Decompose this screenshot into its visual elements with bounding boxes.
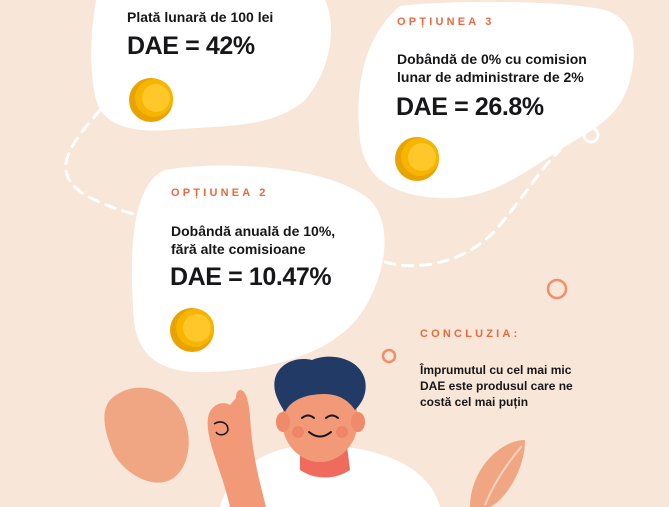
- option-2-description-line2: fără alte comisioane: [171, 241, 306, 257]
- person-head: [282, 378, 358, 462]
- dashed-connector-right: [383, 148, 562, 268]
- person-smile: [308, 431, 332, 438]
- option-3-dae: DAE = 26.8%: [396, 93, 544, 121]
- option-3-description-line2: lunar de administrare de 2%: [397, 69, 584, 85]
- person-eye: [301, 414, 315, 419]
- person-hand-outline: [213, 421, 229, 436]
- coin-icon: [395, 137, 439, 181]
- option-1-dae: DAE = 42%: [127, 32, 255, 60]
- conclusion-label: CONCLUZIA:: [420, 328, 521, 340]
- option-2-dae: DAE = 10.47%: [170, 263, 332, 291]
- deco-circle: [381, 348, 397, 364]
- option-2-description-line1: Dobândă anuală de 10%,: [171, 223, 336, 239]
- person-hand: [207, 390, 266, 507]
- person-ear: [276, 412, 290, 432]
- deco-leaf: [470, 440, 525, 507]
- option-3-label: OPȚIUNEA 3: [397, 16, 495, 28]
- deco-blob: [104, 387, 189, 483]
- coin-icon: [170, 308, 214, 352]
- conclusion-text-line1: Împrumutul cu cel mai mic: [420, 363, 572, 377]
- deco-leaf-vein: [484, 445, 523, 506]
- conclusion-text-line2: DAE este produsul care ne: [420, 379, 573, 393]
- option-2-label: OPȚIUNEA 2: [171, 187, 269, 199]
- person-hair: [274, 356, 366, 412]
- person-cheek: [292, 426, 304, 438]
- option-1-description: Plată lunară de 100 lei: [127, 9, 274, 25]
- coin-icon: [129, 78, 173, 122]
- option-3-description-line1: Dobândă de 0% cu comision: [397, 51, 587, 67]
- deco-circle: [546, 278, 568, 300]
- person-cheek: [336, 426, 348, 438]
- person-ear: [351, 412, 365, 432]
- person-eye: [325, 414, 339, 419]
- conclusion-text-line3: costă cel mai puțin: [420, 395, 529, 409]
